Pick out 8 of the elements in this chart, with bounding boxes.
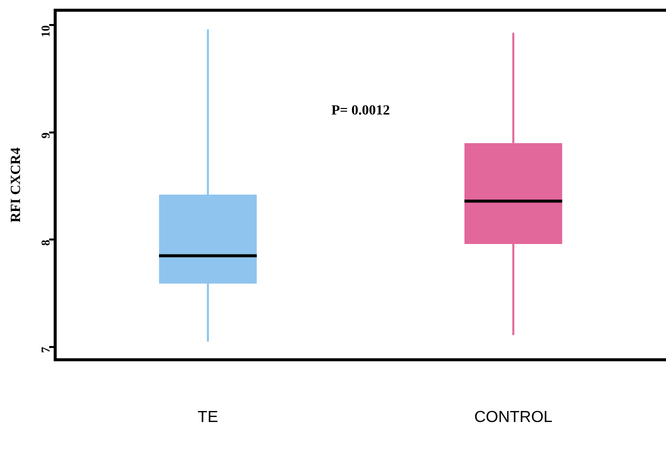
y-tick-label: 10 — [38, 25, 52, 38]
annotation: P= 0.0012 — [331, 104, 390, 119]
y-tick-label: 9 — [38, 132, 52, 138]
y-axis-title: RFI CXCR4 — [9, 147, 24, 223]
x-tick-label: TE — [198, 408, 218, 426]
y-tick-label: 7 — [38, 346, 52, 353]
y-tick-label: 8 — [38, 240, 52, 246]
x-tick-label: CONTROL — [474, 408, 553, 426]
